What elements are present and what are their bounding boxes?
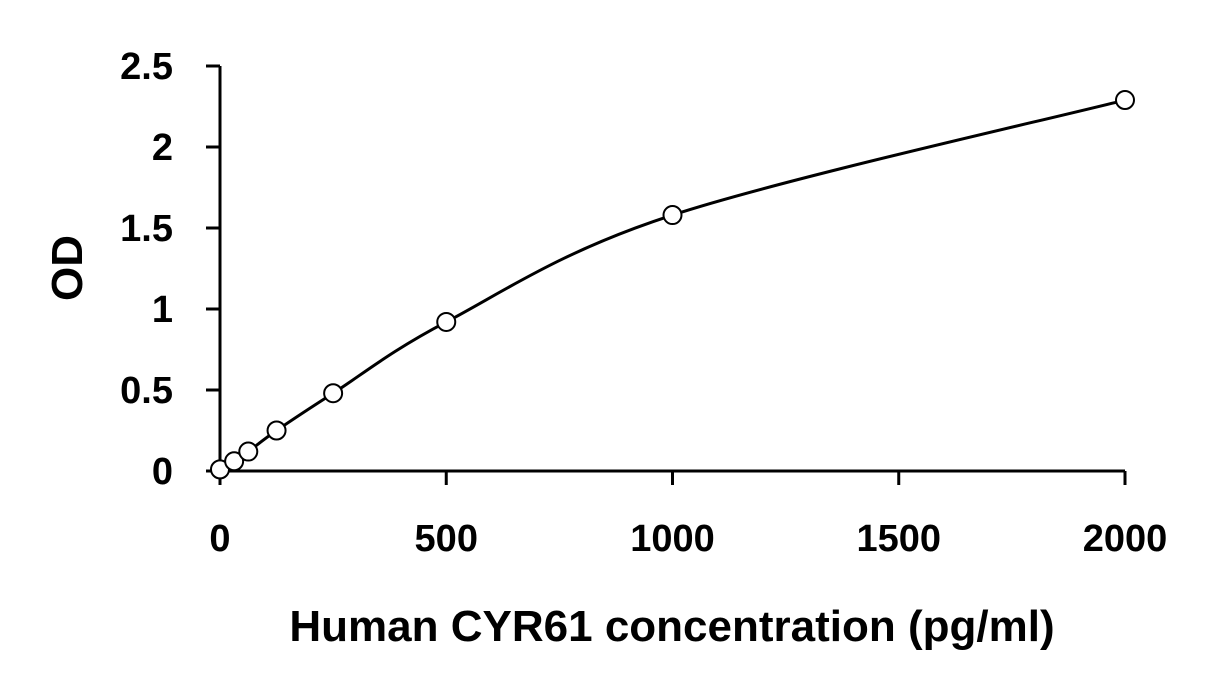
y-tick-label: 0 bbox=[152, 451, 173, 493]
x-ticks: 0 500 1000 1500 2000 bbox=[209, 471, 1167, 560]
x-tick-label: 0 bbox=[209, 518, 230, 560]
x-axis-title: Human CYR61 concentration (pg/ml) bbox=[289, 602, 1054, 651]
x-tick-label: 2000 bbox=[1083, 518, 1168, 560]
axes bbox=[218, 66, 1125, 473]
data-point bbox=[266, 420, 287, 441]
data-point bbox=[224, 451, 245, 472]
x-tick-label: 1500 bbox=[856, 518, 941, 560]
y-tick-label: 1 bbox=[152, 289, 173, 331]
data-point bbox=[1115, 90, 1135, 111]
y-tick-label: 1.5 bbox=[120, 208, 173, 250]
y-axis-title: OD bbox=[43, 235, 92, 301]
data-point bbox=[323, 383, 344, 404]
y-ticks: 0 0.5 1 1.5 2 2.5 bbox=[120, 46, 220, 493]
x-tick-label: 500 bbox=[415, 518, 478, 560]
fitted-curve bbox=[219, 98, 1126, 471]
x-tick-label: 1000 bbox=[630, 518, 715, 560]
data-point bbox=[662, 205, 683, 226]
y-tick-label: 0.5 bbox=[120, 370, 173, 412]
data-points bbox=[210, 90, 1135, 480]
y-tick-label: 2.5 bbox=[120, 46, 173, 88]
y-tick-label: 2 bbox=[152, 127, 173, 169]
data-point bbox=[436, 311, 457, 332]
data-point bbox=[238, 441, 259, 462]
